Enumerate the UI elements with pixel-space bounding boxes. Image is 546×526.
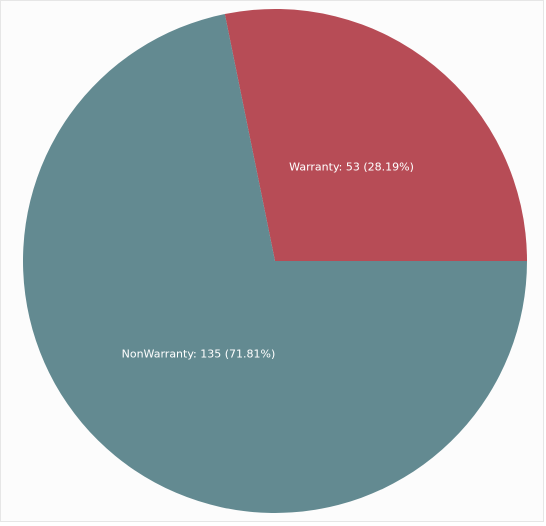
slice-label-warranty: Warranty: 53 (28.19%) xyxy=(289,160,414,173)
slice-label-nonwarranty: NonWarranty: 135 (71.81%) xyxy=(122,348,276,361)
pie-slice-warranty[interactable] xyxy=(224,9,528,262)
pie-slice-nonwarranty[interactable] xyxy=(23,14,528,513)
